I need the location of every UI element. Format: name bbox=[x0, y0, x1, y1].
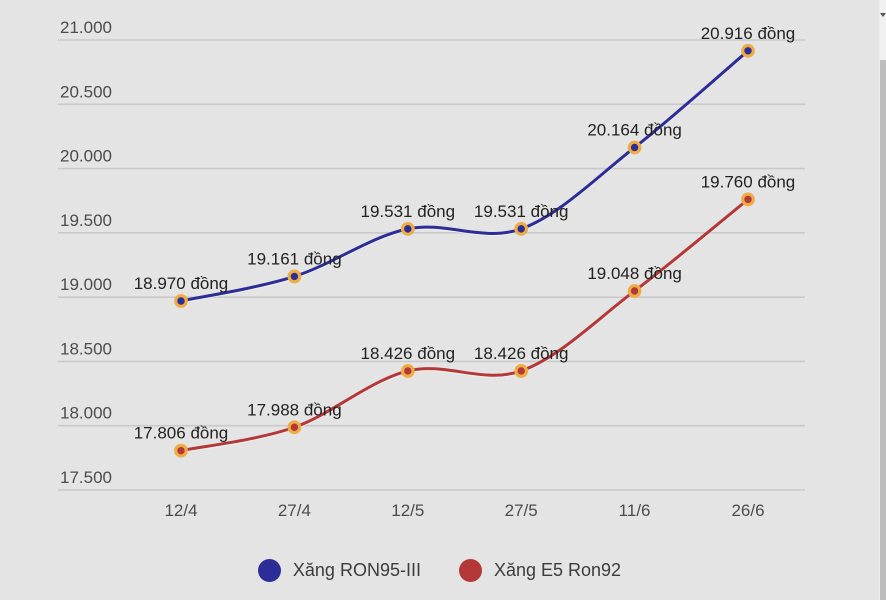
x-axis-tick-label: 26/6 bbox=[731, 501, 764, 520]
x-axis-tick-label: 27/5 bbox=[505, 501, 538, 520]
data-point-label: 20.164 đồng bbox=[587, 120, 682, 139]
scrollbar-thumb[interactable] bbox=[880, 60, 886, 600]
data-point[interactable] bbox=[514, 221, 529, 236]
legend-label: Xăng E5 Ron92 bbox=[493, 559, 622, 580]
legend-label: Xăng RON95-III bbox=[292, 559, 421, 580]
data-point-label: 17.988 đồng bbox=[247, 400, 342, 419]
legend-item-ron95[interactable]: Xăng RON95-III bbox=[257, 558, 421, 582]
scrollbar[interactable] bbox=[879, 0, 886, 600]
data-point-label: 19.048 đồng bbox=[587, 264, 682, 283]
y-axis-tick-label: 19.000 bbox=[60, 275, 112, 294]
scrollbar-up-arrow-icon[interactable] bbox=[880, 13, 886, 17]
x-axis-tick-label: 11/6 bbox=[619, 501, 651, 520]
data-point[interactable] bbox=[287, 269, 302, 284]
data-point-label: 19.760 đồng bbox=[701, 172, 796, 191]
data-point-label: 17.806 đồng bbox=[134, 424, 229, 443]
legend-item-e5ron92[interactable]: Xăng E5 Ron92 bbox=[458, 558, 622, 582]
data-point[interactable] bbox=[174, 294, 188, 308]
legend-dot-icon bbox=[458, 558, 482, 582]
data-point-label: 18.426 đồng bbox=[361, 344, 456, 363]
data-point-label: 20.916 đồng bbox=[701, 24, 796, 43]
data-point[interactable] bbox=[741, 43, 755, 58]
data-point[interactable] bbox=[741, 192, 755, 207]
x-axis-tick-label: 27/4 bbox=[278, 501, 311, 520]
data-point[interactable] bbox=[514, 364, 529, 378]
scrollbar-track[interactable] bbox=[880, 0, 886, 60]
y-axis-tick-label: 20.500 bbox=[60, 82, 112, 101]
x-axis-tick-label: 12/4 bbox=[164, 501, 197, 520]
x-axis-tick-label: 12/5 bbox=[391, 501, 424, 520]
data-point-label: 18.970 đồng bbox=[134, 274, 229, 293]
y-axis-tick-label: 19.500 bbox=[60, 211, 112, 230]
data-point[interactable] bbox=[627, 284, 642, 298]
data-point[interactable] bbox=[400, 221, 415, 236]
data-point-label: 18.426 đồng bbox=[474, 344, 569, 363]
data-point-label: 19.161 đồng bbox=[247, 249, 342, 268]
y-axis-tick-label: 20.000 bbox=[60, 147, 112, 166]
data-point[interactable] bbox=[627, 140, 642, 155]
y-axis-tick-label: 17.500 bbox=[60, 468, 112, 487]
data-point[interactable] bbox=[400, 364, 415, 378]
data-point[interactable] bbox=[174, 443, 188, 458]
legend-dot-icon bbox=[257, 558, 281, 582]
data-point-label: 19.531 đồng bbox=[474, 202, 569, 221]
y-axis-tick-label: 21.000 bbox=[60, 18, 112, 37]
chart-legend: Xăng RON95-III Xăng E5 Ron92 bbox=[0, 552, 879, 588]
data-point-label: 19.531 đồng bbox=[361, 202, 456, 221]
y-axis-tick-label: 18.500 bbox=[60, 339, 112, 358]
y-axis-tick-label: 18.000 bbox=[60, 404, 112, 423]
data-point[interactable] bbox=[287, 420, 302, 435]
